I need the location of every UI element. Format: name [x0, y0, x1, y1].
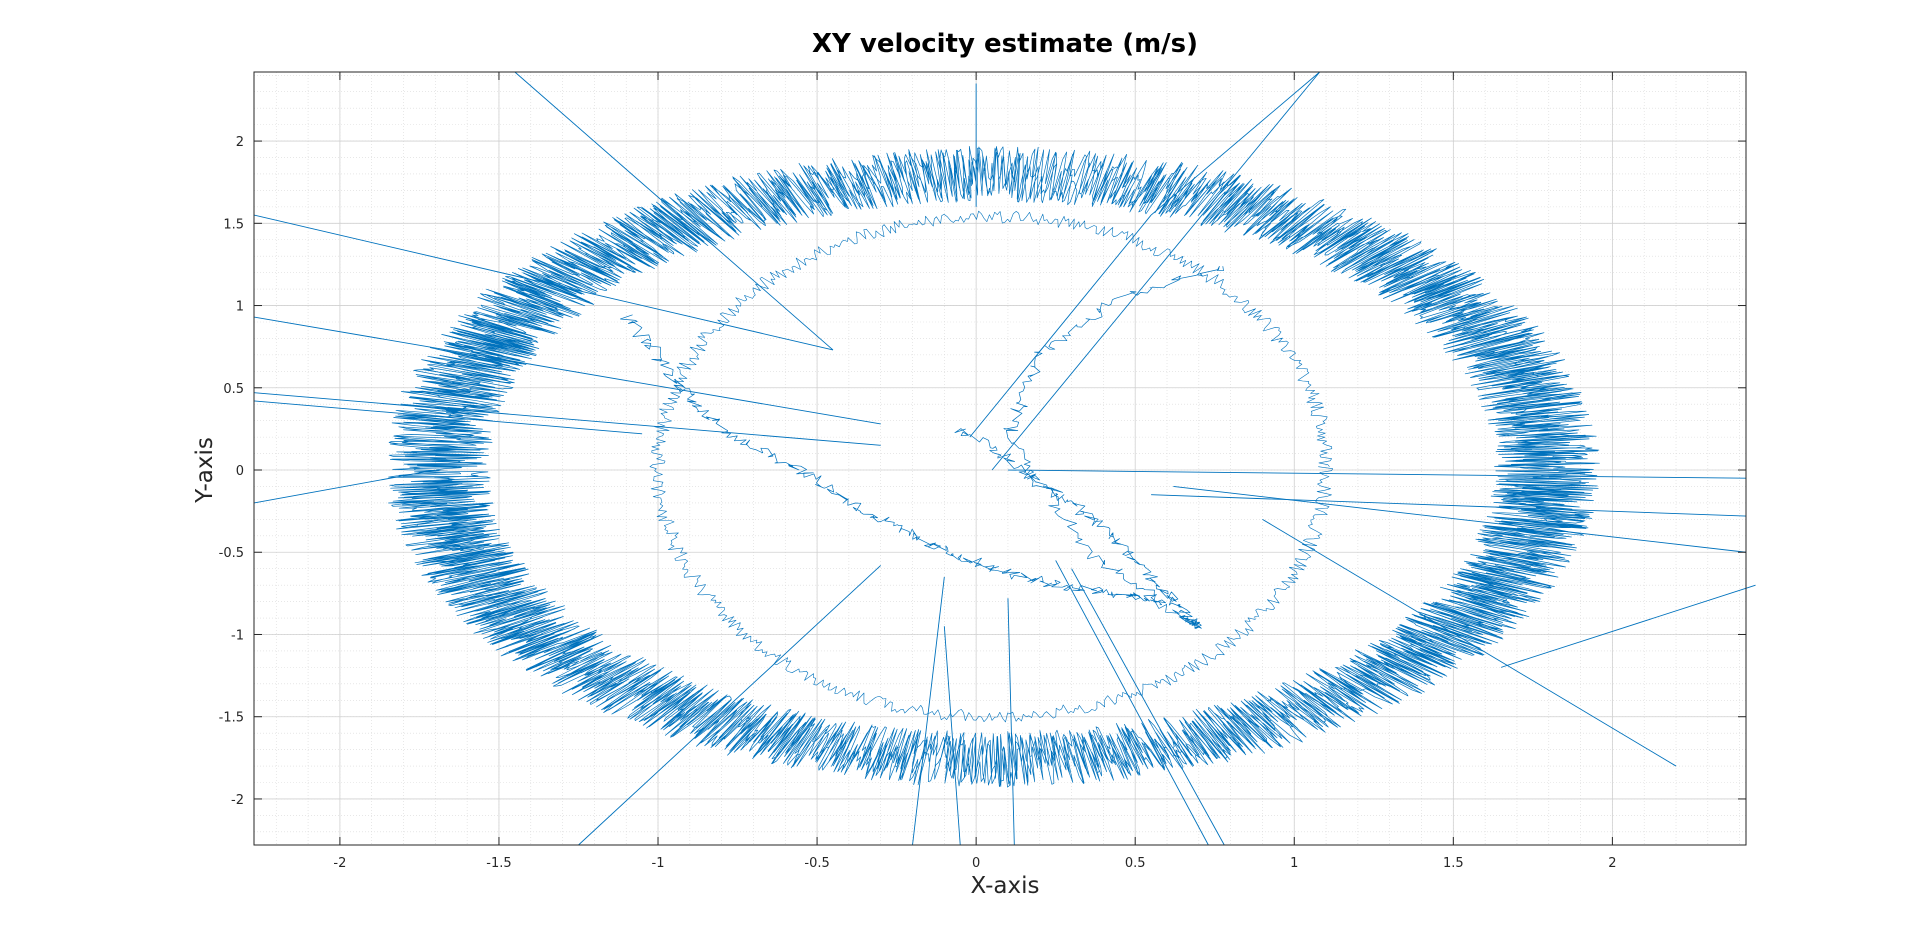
x-tick-label: 1: [1290, 856, 1298, 871]
outlier-spike: [1150, 71, 1321, 216]
chart-title: XY velocity estimate (m/s): [812, 29, 1198, 59]
x-tick-label: -1: [652, 856, 665, 871]
outlier-spike: [991, 71, 1321, 471]
y-tick-label: -0.5: [219, 546, 244, 561]
outlier-spike: [1071, 568, 1225, 846]
outlier-spike: [253, 316, 881, 425]
central-band-trace: [954, 265, 1224, 629]
x-tick-label: -0.5: [804, 856, 829, 871]
outlier-spike: [1500, 584, 1756, 668]
data-series: [253, 71, 1756, 846]
inner-rim-trace: [649, 210, 1333, 723]
x-tick-label: -2: [333, 856, 346, 871]
outlier-spike: [514, 71, 834, 351]
outlier-spike: [1262, 518, 1677, 767]
outlier-spike: [578, 565, 882, 846]
outlier-spike: [1151, 494, 1747, 517]
y-tick-label: 0: [236, 464, 244, 479]
velocity-ring-trace: [388, 145, 1600, 788]
outlier-spike: [1173, 486, 1747, 553]
outlier-spike: [943, 626, 961, 846]
outlier-spike: [253, 214, 834, 351]
outlier-spike: [1007, 598, 1015, 846]
x-tick-label: 0.5: [1125, 856, 1146, 871]
left-arc-trace: [620, 314, 1166, 606]
y-tick-label: 2: [236, 135, 244, 150]
x-tick-label: -1.5: [486, 856, 511, 871]
outlier-spike: [912, 576, 945, 846]
outlier-spike: [969, 214, 1152, 438]
outlier-spike: [1007, 469, 1747, 479]
x-tick-label: 1.5: [1443, 856, 1464, 871]
y-tick-label: 1.5: [223, 217, 244, 232]
y-axis-label: Y-axis: [192, 437, 218, 504]
y-tick-label: 0.5: [223, 382, 244, 397]
x-axis-label: X-axis: [971, 873, 1040, 899]
y-tick-label: -2: [231, 793, 244, 808]
x-tick-label: 0: [972, 856, 980, 871]
outlier-spike: [253, 400, 643, 435]
y-tick-label: -1.5: [219, 711, 244, 726]
axes-frame: [253, 71, 1747, 846]
y-tick-label: 1: [236, 300, 244, 315]
outlier-spike: [253, 469, 436, 504]
outlier-spike: [1055, 560, 1209, 846]
y-tick-label: -1: [231, 628, 244, 643]
outlier-spike: [253, 392, 881, 446]
x-tick-label: 2: [1608, 856, 1616, 871]
grid: [254, 72, 1746, 845]
ticks: -2 -1.5 -1 -0.5 0 0.5 1 1.5 2 2 1.5 1 0.5 0 -0.5 -1 -1.5…: [219, 72, 1746, 871]
